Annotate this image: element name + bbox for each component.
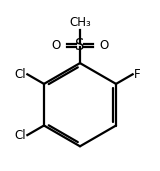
Text: Cl: Cl — [14, 68, 26, 81]
Text: S: S — [75, 38, 85, 53]
Text: F: F — [134, 68, 140, 81]
Text: Cl: Cl — [14, 129, 26, 142]
Text: O: O — [99, 39, 108, 52]
Text: O: O — [52, 39, 61, 52]
Text: CH₃: CH₃ — [69, 16, 91, 29]
